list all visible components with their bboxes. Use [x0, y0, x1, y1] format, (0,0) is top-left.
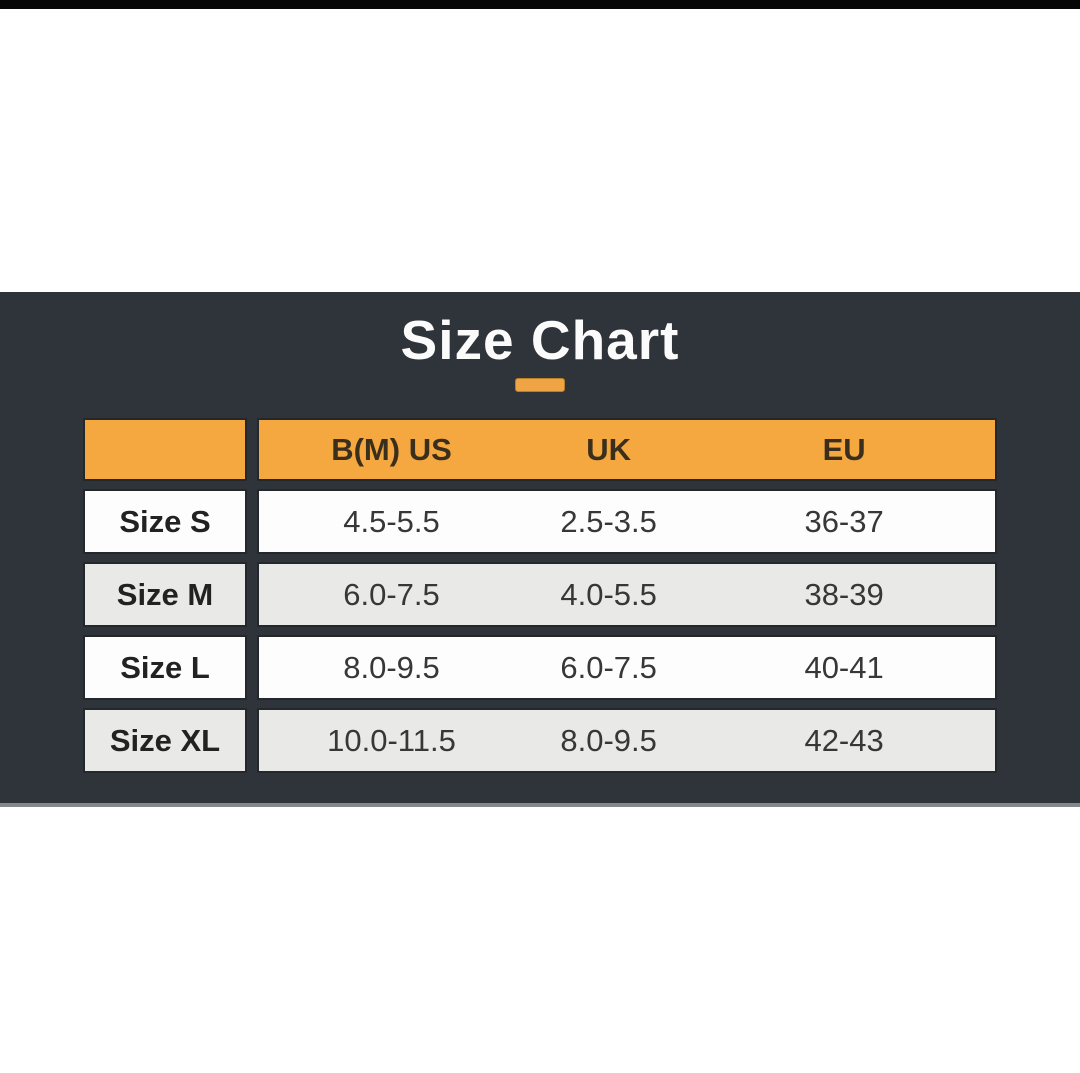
header-cell-blank — [83, 418, 247, 481]
row-label: Size S — [83, 489, 247, 554]
value-eu: 38-39 — [804, 576, 884, 612]
value-uk: 2.5-3.5 — [560, 503, 657, 539]
row-label: Size XL — [83, 708, 247, 773]
top-black-strip — [0, 0, 1080, 9]
value-eu: 40-41 — [804, 649, 884, 685]
header-cell-group: B(M) US UK EU — [257, 418, 997, 481]
table-row-size-l: Size L 8.0-9.5 6.0-7.5 40-41 — [83, 635, 997, 700]
column-header-uk: UK — [586, 431, 631, 467]
row-values: 10.0-11.5 8.0-9.5 42-43 — [257, 708, 997, 773]
table-row-size-xl: Size XL 10.0-11.5 8.0-9.5 42-43 — [83, 708, 997, 773]
title-underline — [515, 378, 565, 392]
row-values: 4.5-5.5 2.5-3.5 36-37 — [257, 489, 997, 554]
column-header-us: B(M) US — [331, 431, 452, 467]
table-header-row: B(M) US UK EU — [83, 418, 997, 481]
value-us: 4.5-5.5 — [343, 503, 440, 539]
value-us: 8.0-9.5 — [343, 649, 440, 685]
column-header-eu: EU — [822, 431, 866, 467]
value-us: 6.0-7.5 — [343, 576, 440, 612]
value-eu: 42-43 — [804, 722, 884, 758]
row-label: Size L — [83, 635, 247, 700]
table-row-size-s: Size S 4.5-5.5 2.5-3.5 36-37 — [83, 489, 997, 554]
table-row-size-m: Size M 6.0-7.5 4.0-5.5 38-39 — [83, 562, 997, 627]
size-chart-table: B(M) US UK EU Size S 4.5-5.5 2.5-3.5 36-… — [83, 418, 997, 773]
value-us: 10.0-11.5 — [327, 722, 456, 758]
value-uk: 4.0-5.5 — [560, 576, 657, 612]
value-uk: 8.0-9.5 — [560, 722, 657, 758]
page-title: Size Chart — [400, 309, 680, 371]
row-values: 6.0-7.5 4.0-5.5 38-39 — [257, 562, 997, 627]
value-eu: 36-37 — [804, 503, 884, 539]
row-values: 8.0-9.5 6.0-7.5 40-41 — [257, 635, 997, 700]
value-uk: 6.0-7.5 — [560, 649, 657, 685]
size-chart-panel: Size Chart B(M) US UK EU Size S 4.5-5.5 … — [0, 292, 1080, 807]
row-label: Size M — [83, 562, 247, 627]
